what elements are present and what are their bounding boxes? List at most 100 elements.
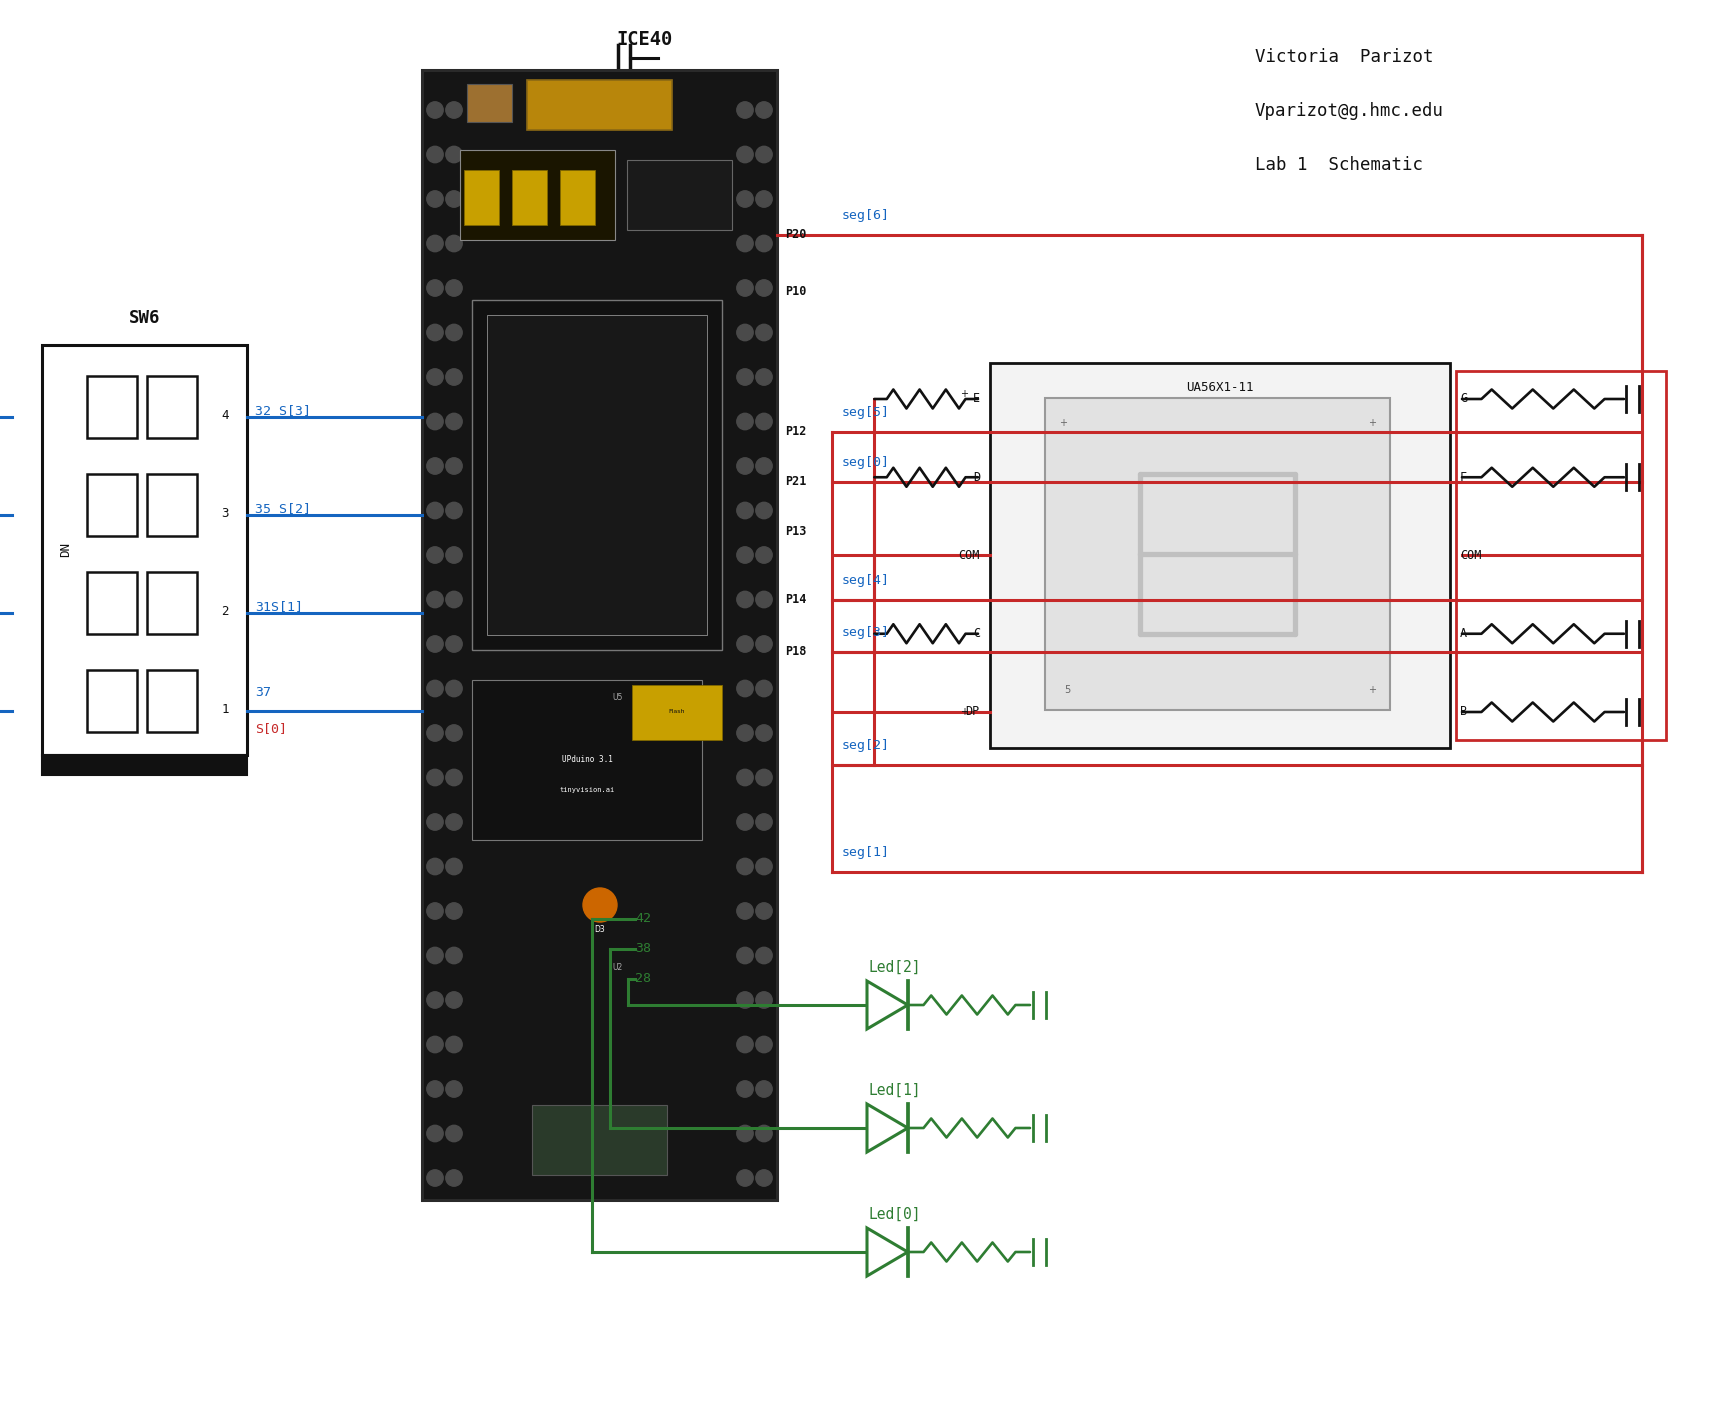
Text: seg[4]: seg[4] <box>841 574 889 587</box>
Text: DN: DN <box>59 543 73 557</box>
Text: C: C <box>972 627 979 640</box>
Circle shape <box>737 547 753 563</box>
Circle shape <box>427 190 443 207</box>
Text: P14: P14 <box>784 594 806 606</box>
Circle shape <box>756 502 772 519</box>
Circle shape <box>446 636 462 653</box>
Circle shape <box>427 591 443 608</box>
Circle shape <box>446 680 462 697</box>
Text: seg[3]: seg[3] <box>841 626 889 639</box>
Text: +: + <box>1059 417 1066 429</box>
Bar <box>464 171 498 226</box>
Circle shape <box>737 591 753 608</box>
Text: 31S[1]: 31S[1] <box>254 601 303 613</box>
Bar <box>147 474 197 536</box>
Text: seg[1]: seg[1] <box>841 846 889 859</box>
Text: +: + <box>960 706 967 718</box>
Circle shape <box>446 991 462 1008</box>
Circle shape <box>427 413 443 430</box>
Bar <box>472 300 721 650</box>
Circle shape <box>756 991 772 1008</box>
Text: ICE40: ICE40 <box>616 30 673 49</box>
Bar <box>147 376 197 439</box>
Text: U5: U5 <box>612 692 623 702</box>
Circle shape <box>446 948 462 963</box>
Circle shape <box>756 1170 772 1186</box>
Circle shape <box>737 991 753 1008</box>
Circle shape <box>756 102 772 118</box>
Circle shape <box>427 770 443 785</box>
Bar <box>42 345 247 754</box>
Text: U2: U2 <box>612 963 623 971</box>
Bar <box>86 670 137 732</box>
Bar <box>42 754 247 776</box>
Circle shape <box>446 369 462 385</box>
Circle shape <box>737 147 753 162</box>
Circle shape <box>737 1036 753 1053</box>
Text: UA56X1-11: UA56X1-11 <box>1185 381 1253 393</box>
Circle shape <box>756 680 772 697</box>
Circle shape <box>737 502 753 519</box>
Circle shape <box>446 725 462 742</box>
Circle shape <box>446 413 462 430</box>
Text: 37: 37 <box>254 687 272 699</box>
Text: seg[0]: seg[0] <box>841 455 889 470</box>
Circle shape <box>756 1036 772 1053</box>
Circle shape <box>427 1125 443 1142</box>
Text: UPduino 3.1: UPduino 3.1 <box>561 756 612 764</box>
Text: Flash: Flash <box>668 709 685 715</box>
Circle shape <box>756 1125 772 1142</box>
Circle shape <box>756 235 772 252</box>
Circle shape <box>737 948 753 963</box>
Circle shape <box>737 725 753 742</box>
Text: 28: 28 <box>635 973 650 986</box>
Text: P10: P10 <box>784 285 806 299</box>
Circle shape <box>446 814 462 830</box>
Text: seg[5]: seg[5] <box>841 406 889 419</box>
Circle shape <box>446 502 462 519</box>
Circle shape <box>756 725 772 742</box>
Text: Lab 1  Schematic: Lab 1 Schematic <box>1254 157 1422 173</box>
Bar <box>990 362 1450 747</box>
Circle shape <box>756 814 772 830</box>
Circle shape <box>737 1125 753 1142</box>
Text: S[0]: S[0] <box>254 722 287 736</box>
Circle shape <box>427 991 443 1008</box>
Circle shape <box>427 814 443 830</box>
Circle shape <box>737 369 753 385</box>
Bar <box>147 572 197 634</box>
Circle shape <box>446 324 462 341</box>
Bar <box>147 670 197 732</box>
Circle shape <box>446 1125 462 1142</box>
Bar <box>467 85 512 123</box>
Circle shape <box>446 770 462 785</box>
Circle shape <box>427 547 443 563</box>
Circle shape <box>756 147 772 162</box>
Bar <box>486 314 706 634</box>
Circle shape <box>737 324 753 341</box>
Text: G: G <box>1458 392 1467 406</box>
Text: Led[0]: Led[0] <box>868 1207 920 1222</box>
Bar <box>86 572 137 634</box>
Circle shape <box>756 413 772 430</box>
Bar <box>460 149 614 240</box>
Circle shape <box>756 591 772 608</box>
Circle shape <box>446 147 462 162</box>
Text: COM: COM <box>1458 548 1481 563</box>
Text: B: B <box>1458 705 1467 719</box>
Circle shape <box>446 902 462 919</box>
Circle shape <box>756 859 772 874</box>
Text: seg[6]: seg[6] <box>841 209 889 221</box>
Circle shape <box>756 190 772 207</box>
Bar <box>626 159 732 230</box>
Text: tinyvision.ai: tinyvision.ai <box>559 787 614 792</box>
Circle shape <box>737 814 753 830</box>
Circle shape <box>737 458 753 474</box>
Circle shape <box>737 1170 753 1186</box>
Text: 5: 5 <box>1064 685 1069 695</box>
Text: P21: P21 <box>784 475 806 488</box>
Text: P13: P13 <box>784 526 806 539</box>
Text: D: D <box>972 471 979 484</box>
Text: 32 S[3]: 32 S[3] <box>254 405 311 417</box>
Text: P20: P20 <box>784 228 806 241</box>
